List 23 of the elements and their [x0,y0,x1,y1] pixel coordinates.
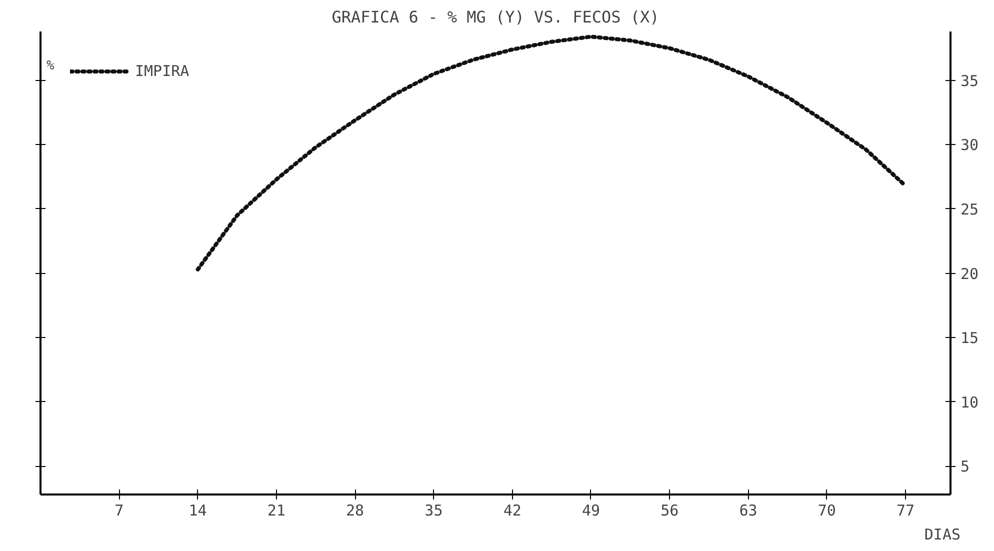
x-tick-label: 7 [114,502,124,520]
y-tick-label: 30 [960,136,979,154]
x-tick-label: 28 [346,502,364,520]
x-tick-label: 49 [582,502,600,520]
x-tick-label: 42 [503,502,522,520]
y-tick-label: 20 [960,264,979,283]
y-tick-label: 10 [960,393,979,412]
x-tick-label: 14 [188,502,207,520]
x-tick-label: 77 [896,502,915,520]
x-tick-label: 63 [739,502,758,520]
x-tick-label: 21 [267,502,286,520]
line-series [196,34,908,272]
x-tick-label: 35 [424,502,443,520]
y-axis-title: % [46,58,54,74]
legend-label: IMPIRA [135,62,190,80]
y-tick-label: 25 [960,200,979,218]
y-tick-label: 5 [960,458,970,476]
x-tick-label: 70 [818,502,836,520]
x-axis-title: DIAS [924,526,960,544]
x-tick-label: 56 [660,502,679,520]
y-tick-label: 15 [960,329,979,348]
y-tick-label: 35 [960,72,979,90]
chart-title: GRAFICA 6 - % MG (Y) VS. FECOS (X) [332,8,660,26]
